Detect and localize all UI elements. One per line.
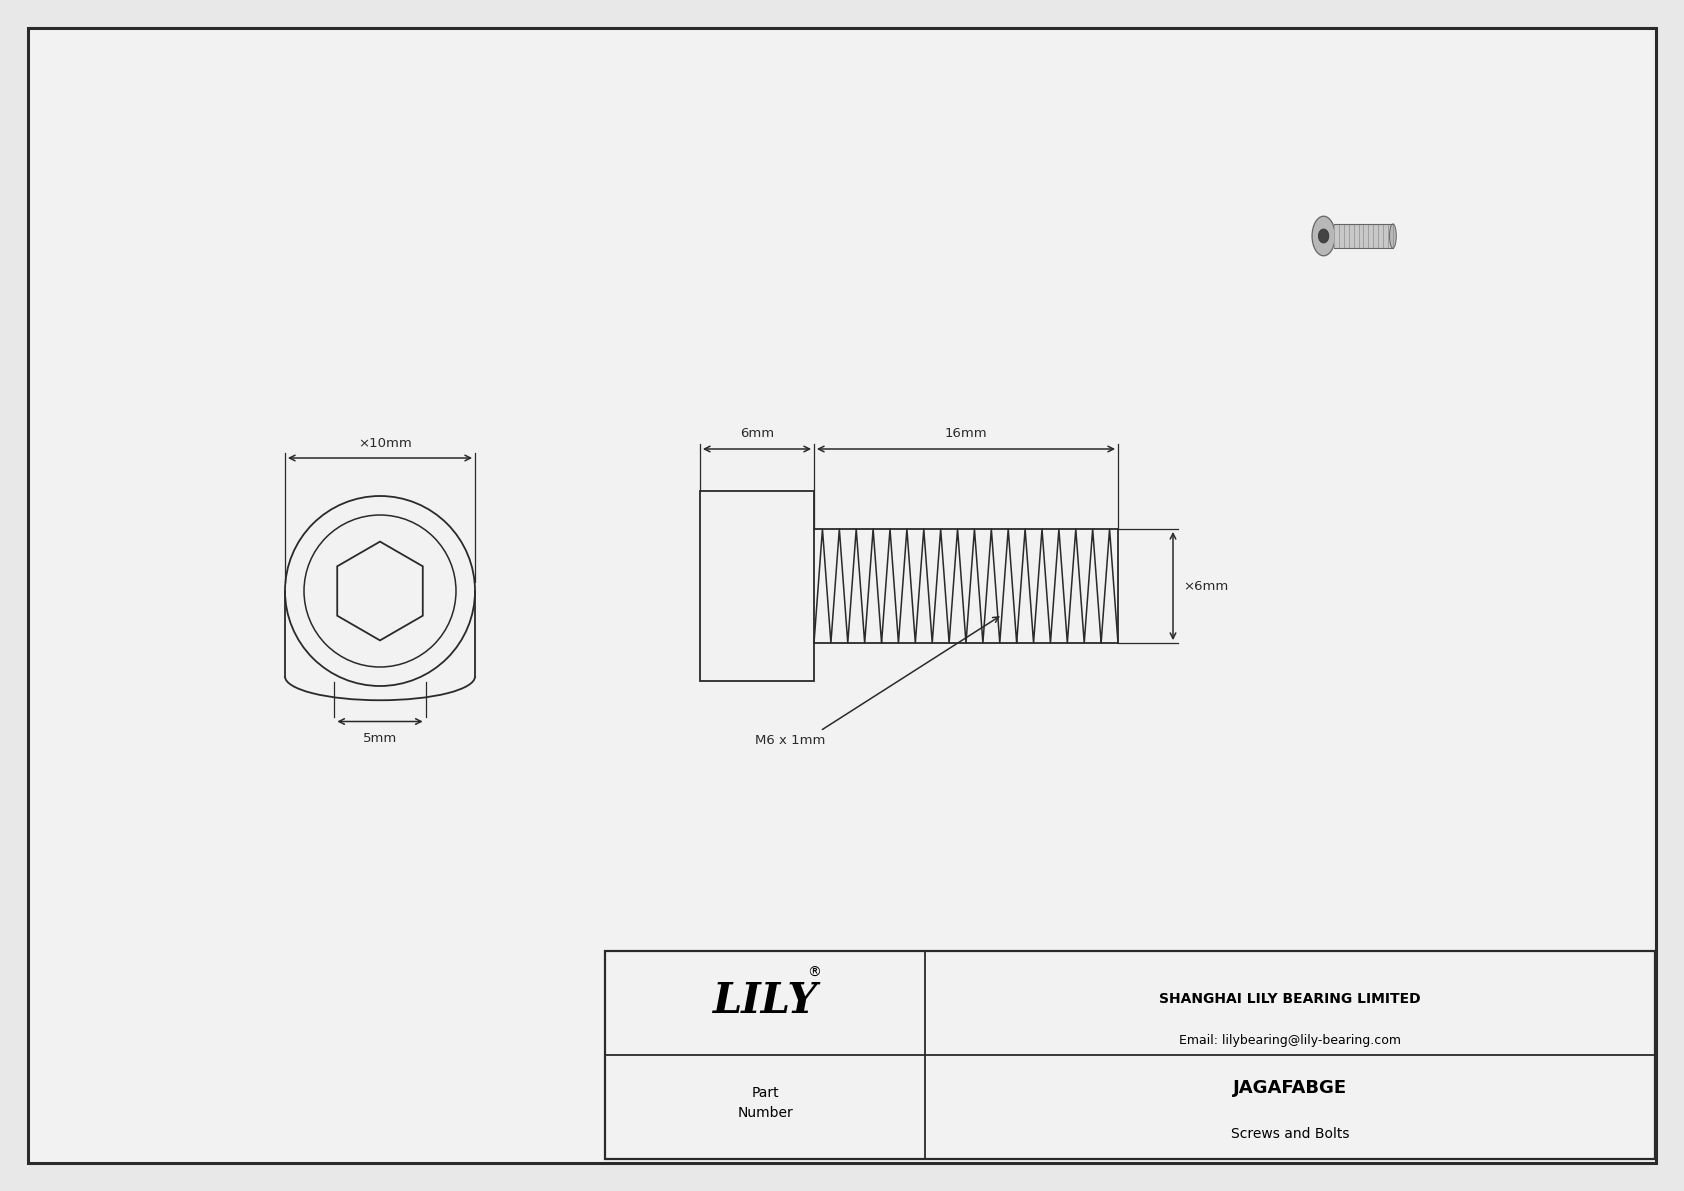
Text: JAGAFABGE: JAGAFABGE bbox=[1233, 1079, 1347, 1097]
Text: LILY: LILY bbox=[712, 980, 818, 1022]
Text: Screws and Bolts: Screws and Bolts bbox=[1231, 1127, 1349, 1141]
Ellipse shape bbox=[1312, 217, 1335, 256]
Ellipse shape bbox=[1389, 224, 1396, 248]
Ellipse shape bbox=[1319, 229, 1329, 243]
Bar bbox=[605, 950, 1655, 1159]
Text: M6 x 1mm: M6 x 1mm bbox=[754, 735, 825, 748]
Text: 16mm: 16mm bbox=[945, 428, 987, 439]
Text: 5mm: 5mm bbox=[362, 731, 397, 744]
Text: Email: lilybearing@lily-bearing.com: Email: lilybearing@lily-bearing.com bbox=[1179, 1034, 1401, 1047]
Text: ×10mm: ×10mm bbox=[359, 437, 413, 450]
Text: ®: ® bbox=[807, 966, 822, 980]
Bar bbox=[701, 491, 813, 681]
Text: SHANGHAI LILY BEARING LIMITED: SHANGHAI LILY BEARING LIMITED bbox=[1159, 992, 1421, 1006]
Text: 6mm: 6mm bbox=[739, 428, 775, 439]
Bar bbox=[1334, 224, 1393, 248]
Text: Part
Number: Part Number bbox=[738, 1086, 793, 1120]
Text: ×6mm: ×6mm bbox=[1182, 580, 1228, 592]
